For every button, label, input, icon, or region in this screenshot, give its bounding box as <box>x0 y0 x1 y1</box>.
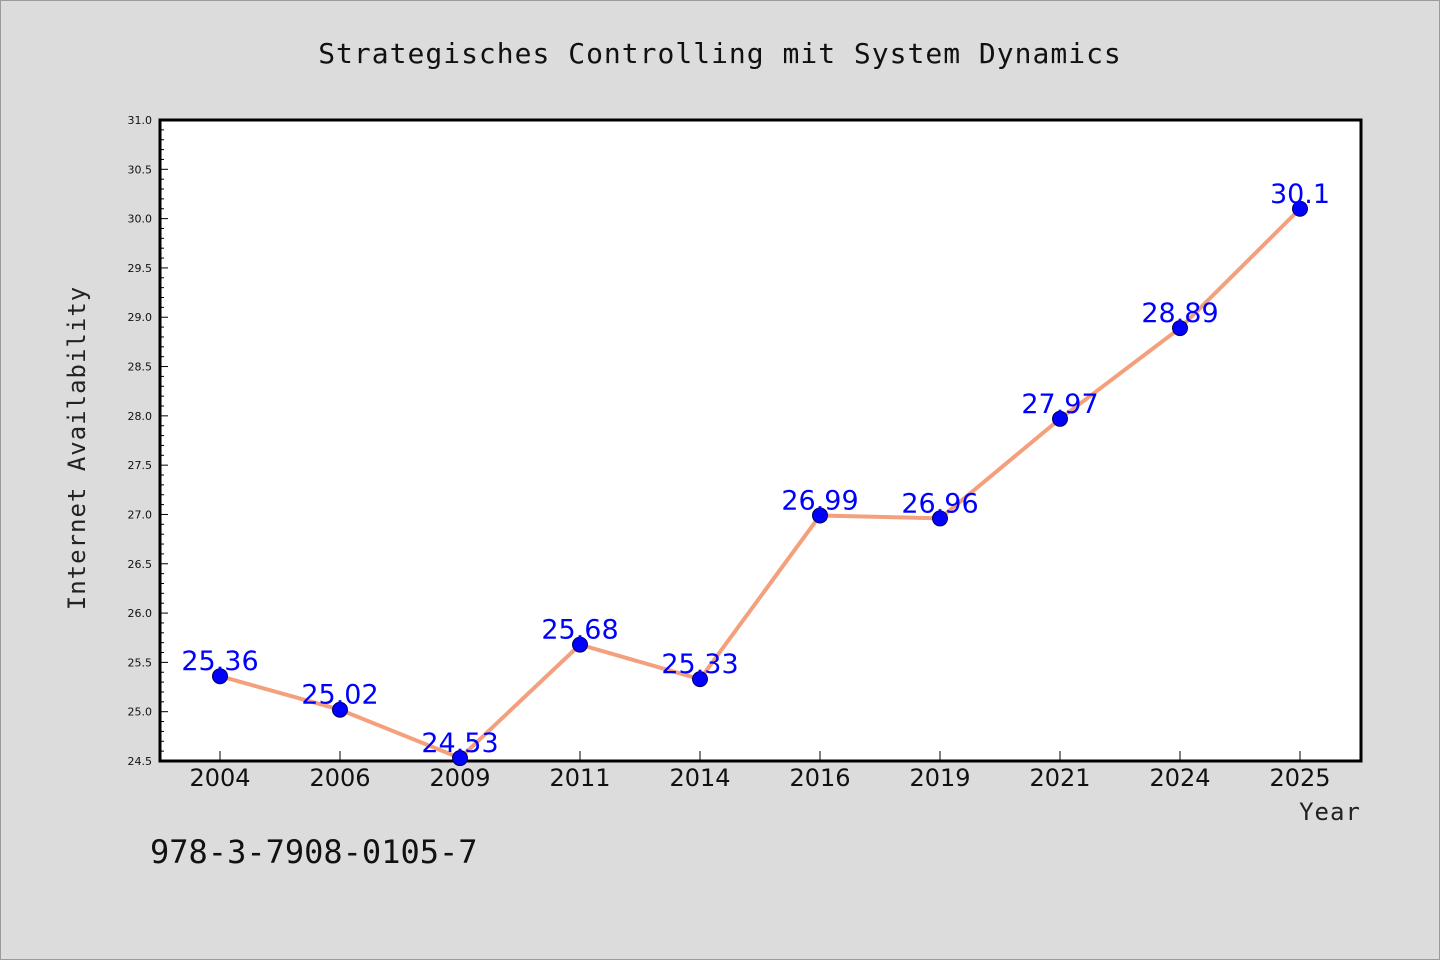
y-tick-label: 25.5 <box>128 656 153 669</box>
isbn-footer: 978-3-7908-0105-7 <box>150 833 478 871</box>
y-tick-label: 26.5 <box>128 558 153 571</box>
x-tick-label: 2011 <box>549 764 610 792</box>
plot-area <box>158 118 1363 763</box>
y-tick-label: 27.0 <box>128 508 153 521</box>
y-tick-label: 25.0 <box>128 706 153 719</box>
y-tick-label: 24.5 <box>128 755 153 768</box>
data-point <box>692 671 708 688</box>
data-point <box>1052 410 1068 427</box>
x-axis-label: Year <box>1299 798 1361 826</box>
y-tick-label: 29.0 <box>128 311 153 324</box>
data-point <box>1172 320 1188 337</box>
y-axis-label: Internet Availability <box>63 286 91 610</box>
data-label: 28.89 <box>1141 298 1218 329</box>
x-tick-label: 2004 <box>189 764 250 792</box>
y-tick-label: 29.5 <box>128 262 153 275</box>
data-label: 25.68 <box>541 615 618 646</box>
series-line <box>218 206 1302 761</box>
data-point <box>1292 200 1308 217</box>
y-tick-label: 30.0 <box>128 213 153 226</box>
data-point <box>332 701 348 718</box>
y-tick-label: 26.0 <box>128 607 153 620</box>
data-point <box>932 510 948 527</box>
y-tick-label: 27.5 <box>128 459 153 472</box>
x-tick-label: 2009 <box>429 764 490 792</box>
y-tick-label: 31.0 <box>128 114 153 127</box>
data-label: 25.02 <box>301 680 378 711</box>
data-point <box>452 750 468 767</box>
y-tick-label: 28.5 <box>128 361 153 374</box>
x-tick-label: 2024 <box>1149 764 1210 792</box>
x-axis: 2004 2006 2009 2011 2014 2016 2019 2021 2024 2025 <box>189 751 1331 792</box>
series-line-group <box>218 206 1302 761</box>
x-tick-label: 2006 <box>309 764 370 792</box>
data-markers <box>212 200 1308 767</box>
y-tick-label: 28.0 <box>128 410 153 423</box>
y-axis: 24.5 25.0 25.5 26.0 26.5 27.0 27.5 28.0 28.5 29.0… <box>128 114 168 768</box>
data-point <box>212 668 228 685</box>
data-label: 24.53 <box>421 728 498 759</box>
x-tick-label: 2019 <box>909 764 970 792</box>
data-label: 25.33 <box>661 649 738 680</box>
data-label: 30.1 <box>1270 179 1330 210</box>
chart-title: Strategisches Controlling mit System Dyn… <box>318 37 1122 70</box>
data-labels: 25.36 25.02 24.53 25.68 25.33 26.99 26.96 27.97… <box>181 179 1330 759</box>
data-label: 27.97 <box>1021 389 1098 420</box>
data-point <box>572 636 588 653</box>
x-tick-label: 2021 <box>1029 764 1090 792</box>
data-point <box>812 507 828 524</box>
data-label: 26.96 <box>901 488 978 519</box>
data-label: 26.99 <box>781 485 858 516</box>
data-label: 25.36 <box>181 646 258 677</box>
x-tick-label: 2014 <box>669 764 730 792</box>
x-tick-label: 2016 <box>789 764 850 792</box>
y-tick-label: 30.5 <box>128 163 153 176</box>
x-tick-label: 2025 <box>1269 764 1330 792</box>
